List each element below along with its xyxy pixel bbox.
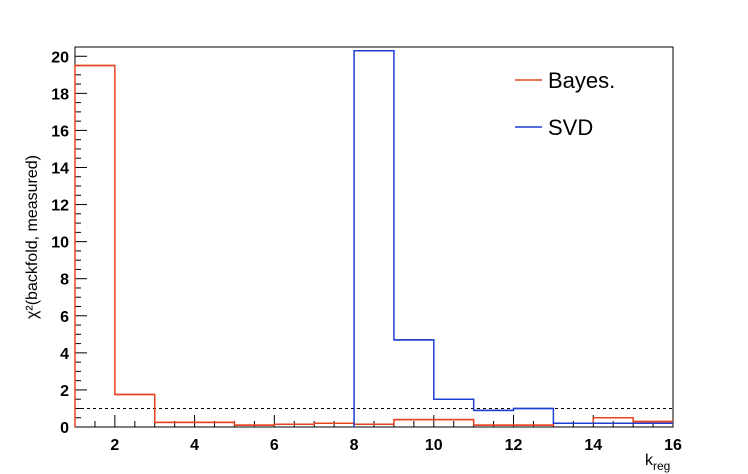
y-tick-label: 0 bbox=[60, 420, 69, 437]
x-tick-label: 4 bbox=[190, 437, 199, 454]
series-line-svd bbox=[353, 49, 673, 427]
x-axis-ticks bbox=[74, 415, 674, 427]
y-axis-ticks bbox=[75, 46, 87, 428]
y-axis-title: χ²(backfold, measured) bbox=[24, 155, 41, 319]
y-tick-label: 10 bbox=[51, 235, 69, 252]
x-tick-labels: 2 4 6 8 10 12 14 16 bbox=[110, 437, 682, 454]
y-tick-label: 12 bbox=[51, 198, 69, 215]
x-tick-label: 12 bbox=[505, 437, 523, 454]
series-group bbox=[74, 49, 673, 427]
y-tick-labels: 0 2 4 6 8 10 12 14 16 18 20 bbox=[51, 49, 69, 437]
legend-label-svd: SVD bbox=[548, 115, 593, 140]
y-tick-label: 2 bbox=[60, 383, 69, 400]
y-tick-label: 8 bbox=[60, 272, 69, 289]
y-tick-label: 20 bbox=[51, 49, 69, 66]
x-tick-label: 2 bbox=[110, 437, 119, 454]
y-tick-label: 14 bbox=[51, 160, 69, 177]
x-tick-label: 16 bbox=[664, 437, 682, 454]
legend: Bayes. SVD bbox=[515, 68, 615, 140]
x-axis-title-main: k bbox=[645, 452, 654, 469]
x-tick-label: 8 bbox=[350, 437, 359, 454]
y-tick-label: 6 bbox=[60, 309, 69, 326]
x-tick-label: 6 bbox=[270, 437, 279, 454]
y-tick-label: 16 bbox=[51, 123, 69, 140]
x-tick-label: 14 bbox=[584, 437, 602, 454]
x-tick-label: 10 bbox=[425, 437, 443, 454]
y-tick-label: 18 bbox=[51, 86, 69, 103]
frame bbox=[74, 46, 674, 428]
x-axis-title-subscript: reg bbox=[653, 459, 670, 473]
legend-label-bayes: Bayes. bbox=[548, 68, 615, 93]
y-tick-label: 4 bbox=[60, 346, 69, 363]
x-axis-title: kreg bbox=[645, 452, 670, 473]
